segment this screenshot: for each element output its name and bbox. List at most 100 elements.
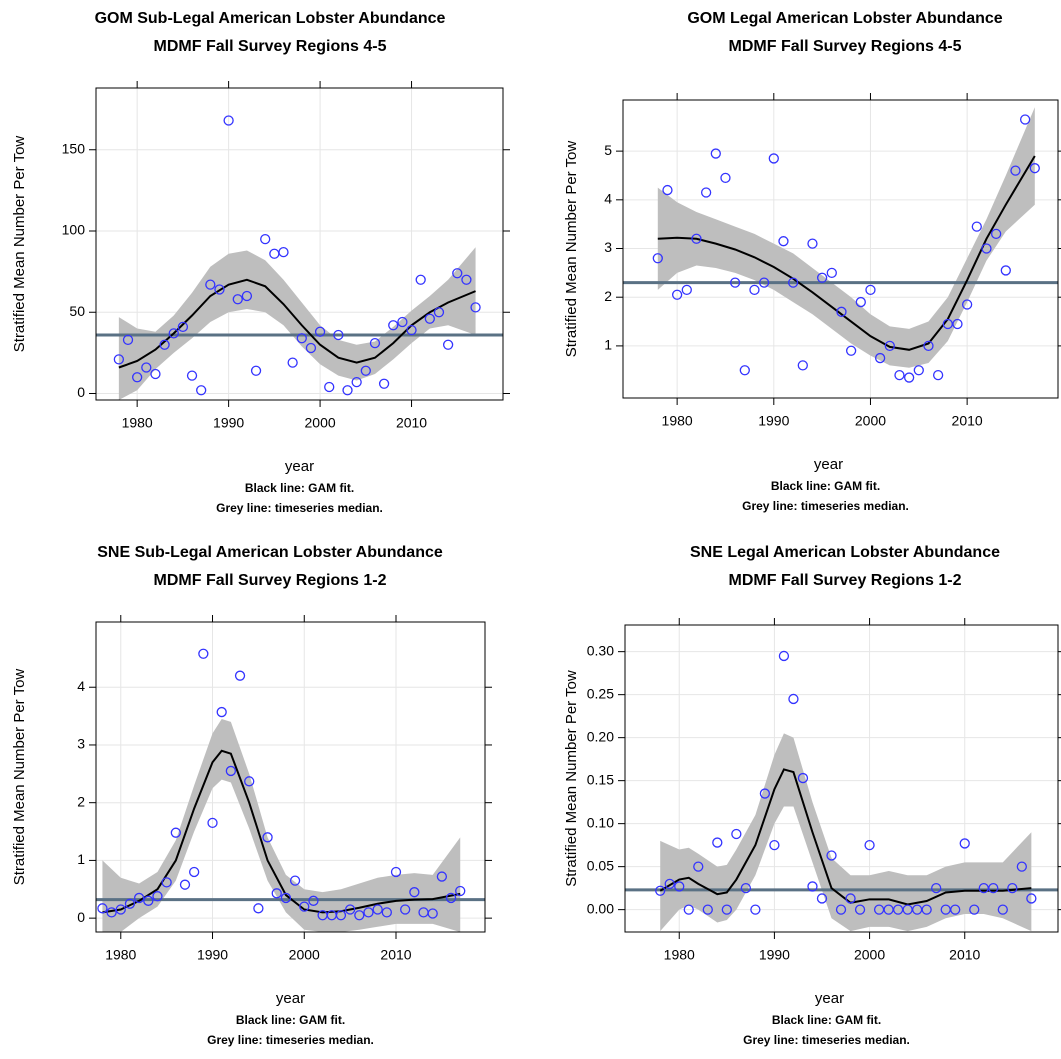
data-point xyxy=(271,888,282,899)
x-tick-label: 2000 xyxy=(305,415,336,431)
data-point xyxy=(244,776,255,787)
data-point xyxy=(241,290,253,302)
confidence-band xyxy=(118,247,476,400)
x-axis-label: year xyxy=(276,990,305,1007)
y-tick-label: 2 xyxy=(604,288,612,304)
data-point xyxy=(186,370,198,381)
data-point xyxy=(981,243,992,254)
data-point xyxy=(455,885,466,897)
panel: GOM Legal American Lobster Abundance MDMF… xyxy=(563,10,1061,513)
data-point xyxy=(931,882,942,894)
data-point xyxy=(214,284,225,295)
y-tick-label: 3 xyxy=(604,239,612,255)
y-tick-label: 0.30 xyxy=(587,642,614,658)
data-point xyxy=(150,368,161,380)
plot-area xyxy=(96,88,503,400)
data-point xyxy=(845,893,856,904)
data-point xyxy=(797,360,808,371)
data-point xyxy=(969,904,980,915)
data-point xyxy=(1029,163,1040,174)
y-tick-label: 4 xyxy=(77,678,85,694)
data-point xyxy=(289,875,301,886)
x-axis-label: year xyxy=(815,990,844,1007)
y-tick-label: 0.00 xyxy=(587,900,614,916)
data-point xyxy=(161,877,172,888)
caption-note: Black line: GAM fit. xyxy=(245,481,354,495)
data-point xyxy=(693,861,704,872)
data-point xyxy=(314,326,326,337)
x-tick-label: 2010 xyxy=(949,947,980,963)
data-point xyxy=(250,365,262,376)
data-point xyxy=(864,839,875,851)
chart-title: GOM Legal American Lobster Abundance xyxy=(687,10,1002,27)
data-point xyxy=(260,233,271,245)
chart-title: SNE Legal American Lobster Abundance xyxy=(690,544,1000,561)
confidence-band xyxy=(657,107,1035,368)
x-tick-label: 2010 xyxy=(396,415,427,431)
x-tick-label: 2000 xyxy=(854,947,885,963)
data-point xyxy=(299,901,310,912)
data-point xyxy=(168,328,179,339)
data-point xyxy=(133,892,145,904)
data-point xyxy=(344,904,356,915)
data-point xyxy=(442,339,454,350)
plot-area xyxy=(625,625,1058,932)
chart-subtitle: MDMF Fall Survey Regions 4-5 xyxy=(154,38,387,55)
data-point xyxy=(324,381,335,393)
x-axis-label: year xyxy=(285,458,314,475)
y-tick-label: 100 xyxy=(62,222,86,238)
data-point xyxy=(115,904,126,915)
data-point xyxy=(932,369,944,381)
data-point xyxy=(740,882,752,894)
data-point xyxy=(369,337,381,349)
data-point xyxy=(177,321,189,333)
data-point xyxy=(351,376,362,388)
data-point xyxy=(124,898,136,909)
data-point xyxy=(959,838,970,849)
caption-note: Black line: GAM fit. xyxy=(772,1013,881,1027)
data-point xyxy=(424,313,435,324)
data-point xyxy=(234,670,246,681)
data-point xyxy=(409,887,420,898)
data-point xyxy=(97,903,108,914)
data-point xyxy=(884,340,895,352)
data-point xyxy=(305,342,317,354)
data-point xyxy=(1010,165,1021,176)
chart-title: SNE Sub-Legal American Lobster Abundance xyxy=(97,544,443,561)
caption-note: Grey line: timeseries median. xyxy=(207,1033,374,1047)
data-point xyxy=(739,365,750,376)
data-point xyxy=(807,881,818,892)
y-tick-label: 4 xyxy=(604,191,612,207)
x-tick-label: 1990 xyxy=(758,413,789,429)
data-point xyxy=(415,274,426,285)
x-tick-label: 2010 xyxy=(380,947,411,963)
y-tick-label: 0 xyxy=(77,384,85,400)
data-point xyxy=(816,893,828,904)
gam-fit-line xyxy=(102,749,461,914)
data-point xyxy=(225,765,237,777)
data-point xyxy=(106,907,117,918)
data-point xyxy=(769,839,780,851)
data-point xyxy=(855,296,866,308)
data-point xyxy=(655,885,666,896)
chart-subtitle: MDMF Fall Survey Regions 4-5 xyxy=(729,38,962,55)
data-point xyxy=(388,320,399,331)
chart-subtitle: MDMF Fall Survey Regions 1-2 xyxy=(154,572,387,589)
data-point xyxy=(400,904,411,915)
data-point xyxy=(333,329,344,341)
data-point xyxy=(296,333,307,344)
data-point xyxy=(159,339,170,350)
y-axis-label: Stratified Mean Number Per Tow xyxy=(563,141,580,358)
y-tick-label: 0.20 xyxy=(587,728,614,744)
x-axis-label: year xyxy=(814,456,843,473)
data-point xyxy=(710,148,721,159)
data-point xyxy=(132,372,143,383)
y-tick-label: 1 xyxy=(77,851,85,867)
x-tick-label: 1980 xyxy=(122,415,153,431)
data-point xyxy=(903,372,915,383)
data-point xyxy=(700,187,712,198)
data-point xyxy=(436,871,448,882)
x-tick-label: 1980 xyxy=(105,947,136,963)
data-point xyxy=(1026,893,1037,904)
